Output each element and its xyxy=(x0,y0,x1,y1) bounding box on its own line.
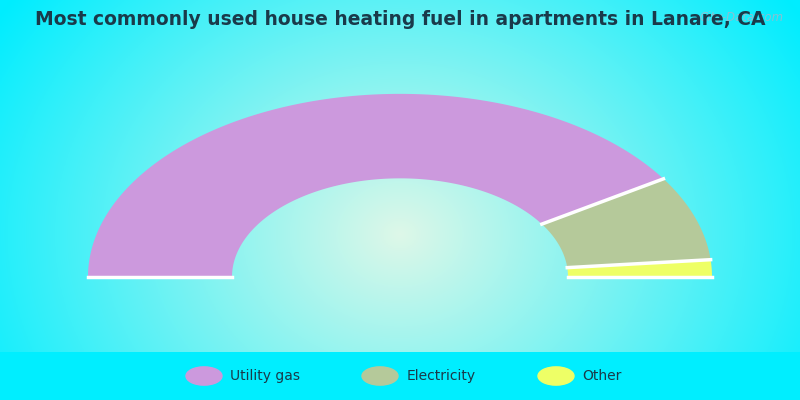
Polygon shape xyxy=(88,94,663,277)
Ellipse shape xyxy=(538,367,574,385)
Polygon shape xyxy=(542,179,710,268)
Text: Most commonly used house heating fuel in apartments in Lanare, CA: Most commonly used house heating fuel in… xyxy=(34,10,766,29)
Text: Utility gas: Utility gas xyxy=(230,369,301,383)
Text: City-Data.com: City-Data.com xyxy=(700,10,784,24)
Ellipse shape xyxy=(362,367,398,385)
Text: Other: Other xyxy=(582,369,622,383)
Polygon shape xyxy=(567,260,712,277)
Text: Electricity: Electricity xyxy=(406,369,475,383)
Ellipse shape xyxy=(186,367,222,385)
